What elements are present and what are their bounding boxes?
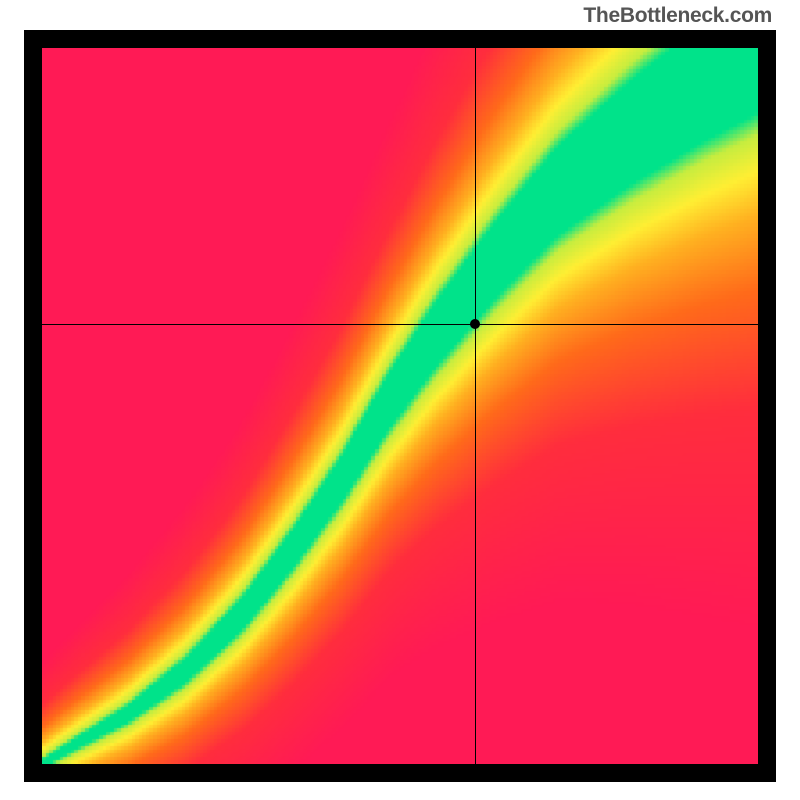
heatmap-canvas: [42, 48, 758, 764]
watermark-text: TheBottleneck.com: [583, 4, 772, 28]
crosshair-marker: [470, 319, 480, 329]
plot-frame: [24, 30, 776, 782]
plot-area: [42, 48, 758, 764]
figure-root: TheBottleneck.com: [0, 0, 800, 800]
crosshair-horizontal: [42, 324, 758, 325]
crosshair-vertical: [475, 48, 476, 764]
